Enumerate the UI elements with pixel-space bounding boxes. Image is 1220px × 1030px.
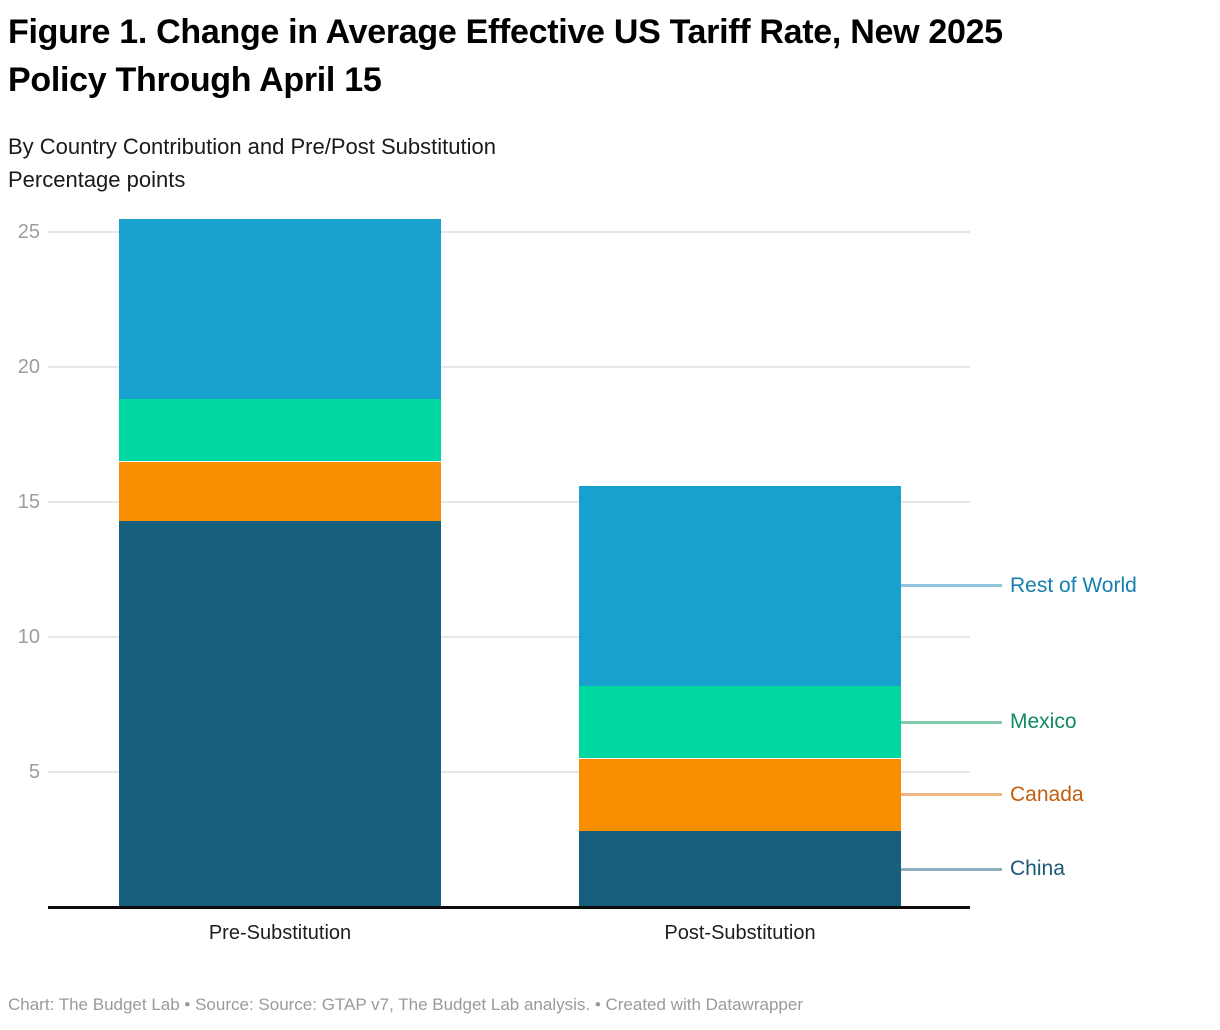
legend-line-rest-of-world <box>901 584 1002 588</box>
legend-label-mexico: Mexico <box>1010 710 1077 734</box>
gridline-5 <box>48 771 970 773</box>
bar-segment-pre-substitution-china <box>119 520 441 907</box>
legend-label-canada: Canada <box>1010 782 1084 806</box>
gridline-15 <box>48 501 970 503</box>
y-tick-label-10: 10 <box>17 626 40 648</box>
legend-label-china: China <box>1010 857 1065 881</box>
gridline-25 <box>48 231 970 233</box>
gridline-20 <box>48 366 970 368</box>
chart-title: Figure 1. Change in Average Effective US… <box>8 13 1003 99</box>
bar-segment-pre-substitution-rest-of-world <box>119 218 441 400</box>
y-tick-label-20: 20 <box>17 356 40 378</box>
bar-segment-post-substitution-rest-of-world <box>579 485 901 686</box>
legend-line-mexico <box>901 720 1002 724</box>
bar-segment-post-substitution-mexico <box>579 685 901 759</box>
x-axis-label-post-substitution: Post-Substitution <box>664 922 816 944</box>
bar-segment-pre-substitution-mexico <box>119 399 441 462</box>
chart-subtitle: By Country Contribution and Pre/Post Sub… <box>8 134 496 159</box>
bar-segment-pre-substitution-canada <box>119 461 441 521</box>
legend-label-rest-of-world: Rest of World <box>1010 573 1137 597</box>
legend-line-canada <box>901 793 1002 797</box>
bar-segment-post-substitution-canada <box>579 758 901 832</box>
y-tick-label-25: 25 <box>17 221 40 243</box>
x-axis-line <box>48 906 970 909</box>
chart-unit-label: Percentage points <box>8 167 186 192</box>
legend-line-china <box>901 867 1002 871</box>
x-axis-label-pre-substitution: Pre-Substitution <box>208 922 352 944</box>
gridline-10 <box>48 636 970 638</box>
chart-footer: Chart: The Budget Lab • Source: Source: … <box>8 995 803 1014</box>
bar-segment-post-substitution-china <box>579 831 901 907</box>
y-tick-label-5: 5 <box>28 761 40 783</box>
y-tick-label-15: 15 <box>17 491 40 513</box>
